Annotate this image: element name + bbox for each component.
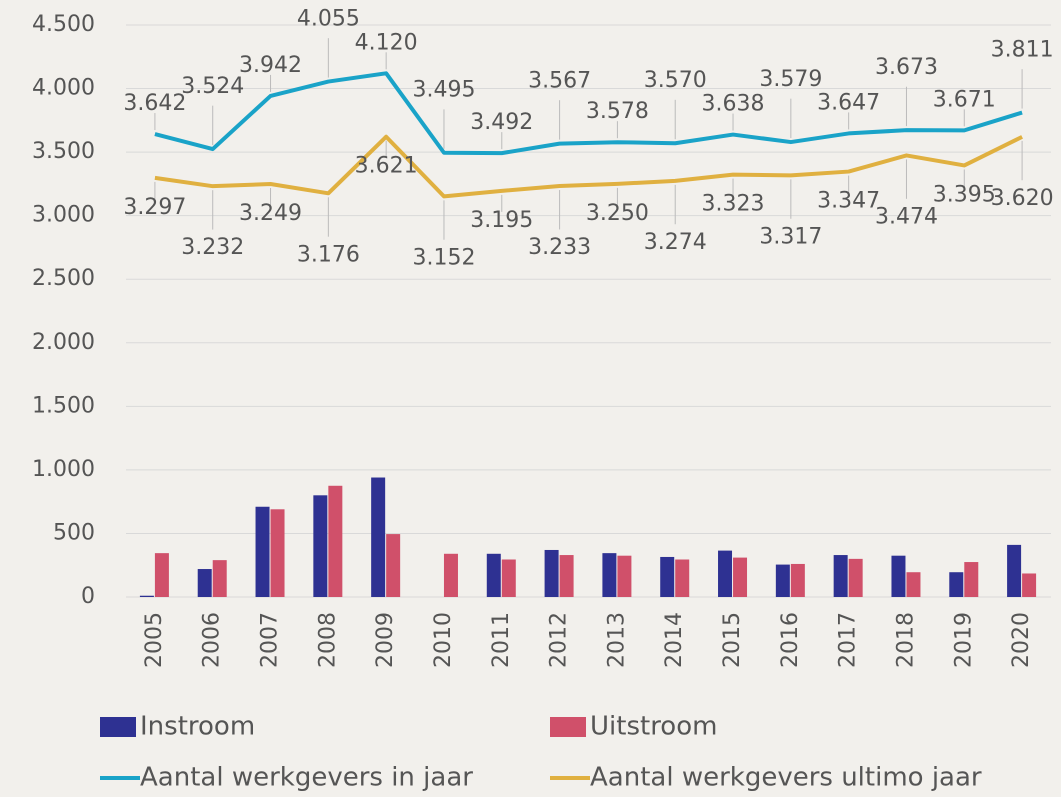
bar [443,553,458,597]
data-label: 3.250 [586,201,649,226]
bar [660,556,675,597]
bar [848,558,863,597]
data-label: 4.120 [355,30,418,55]
x-tick-label: 2006 [200,612,225,668]
data-label: 3.274 [644,230,707,255]
bar [949,572,964,597]
data-label: 3.347 [817,189,880,214]
bar [602,553,617,597]
data-label: 3.671 [933,87,996,112]
x-tick-label: 2009 [373,612,398,668]
data-label: 3.570 [644,68,707,93]
data-label: 3.492 [470,110,533,135]
bar [197,569,212,597]
x-tick-label: 2005 [142,612,167,668]
y-tick-label: 3.500 [32,139,95,164]
data-label: 3.233 [528,235,591,260]
data-label: 3.642 [123,91,186,116]
line [154,134,1023,199]
data-label: 3.647 [817,90,880,115]
data-label: 3.232 [181,235,244,260]
x-tick-label: 2011 [489,612,514,668]
x-tick-label: 2018 [893,612,918,668]
bar [313,495,328,597]
bar [270,509,285,597]
bar [906,572,921,597]
x-tick-label: 2016 [778,612,803,668]
bar [733,557,748,597]
bar [775,564,790,597]
data-label: 3.811 [991,38,1054,63]
y-tick-label: 1.500 [32,393,95,418]
bar [139,595,154,597]
data-label: 3.567 [528,69,591,94]
bar [501,559,516,597]
y-tick-label: 3.000 [32,203,95,228]
data-label: 3.495 [412,78,475,103]
y-tick-label: 2.500 [32,266,95,291]
x-tick-label: 2010 [431,612,456,668]
bar [386,534,401,597]
data-label: 3.578 [586,99,649,124]
x-tick-label: 2020 [1009,612,1034,668]
bar [833,555,848,597]
data-label: 3.176 [297,242,360,267]
bar [617,555,632,597]
bar [328,485,343,597]
data-label: 3.673 [875,55,938,80]
x-tick-label: 2012 [547,612,572,668]
data-label: 3.620 [991,186,1054,211]
bar [212,560,227,597]
legend-label: Aantal werkgevers ultimo jaar [590,763,982,793]
bar [371,477,386,597]
data-label: 3.524 [181,74,244,99]
y-tick-label: 4.500 [32,12,95,37]
x-tick-label: 2008 [315,612,340,668]
x-tick-label: 2017 [836,612,861,668]
bar [1022,573,1037,597]
x-tick-label: 2013 [604,612,629,668]
bar [544,549,559,597]
bar [891,555,906,597]
x-tick-label: 2007 [258,612,283,668]
data-label: 3.942 [239,53,302,78]
y-tick-label: 4.000 [32,76,95,101]
data-label: 3.323 [702,192,765,217]
legend-swatch [550,717,586,737]
data-label: 3.249 [239,201,302,226]
data-label: 3.638 [702,92,765,117]
bar [1007,544,1022,597]
legend-label: Uitstroom [590,712,717,742]
bar [154,553,169,597]
line [154,71,1023,156]
y-tick-label: 500 [53,520,95,545]
x-tick-label: 2015 [720,612,745,668]
y-tick-label: 1.000 [32,457,95,482]
bar [964,562,979,597]
data-label: 3.152 [412,245,475,270]
y-tick-label: 0 [81,584,95,609]
data-label: 3.621 [355,154,418,179]
y-tick-label: 2.000 [32,330,95,355]
data-label: 3.579 [759,67,822,92]
data-label: 3.297 [123,195,186,220]
x-tick-label: 2019 [951,612,976,668]
bar [559,555,574,597]
data-label: 3.395 [933,182,996,207]
data-label: 3.317 [759,224,822,249]
bar [486,553,501,597]
bar [718,550,733,597]
data-label: 3.195 [470,208,533,233]
legend-label: Aantal werkgevers in jaar [140,763,473,793]
legend-label: Instroom [140,712,255,742]
bar [790,563,805,597]
bar [255,506,270,597]
legend-swatch [100,717,136,737]
x-tick-label: 2014 [662,612,687,668]
data-label: 4.055 [297,7,360,32]
bar [675,559,690,597]
data-label: 3.474 [875,204,938,229]
